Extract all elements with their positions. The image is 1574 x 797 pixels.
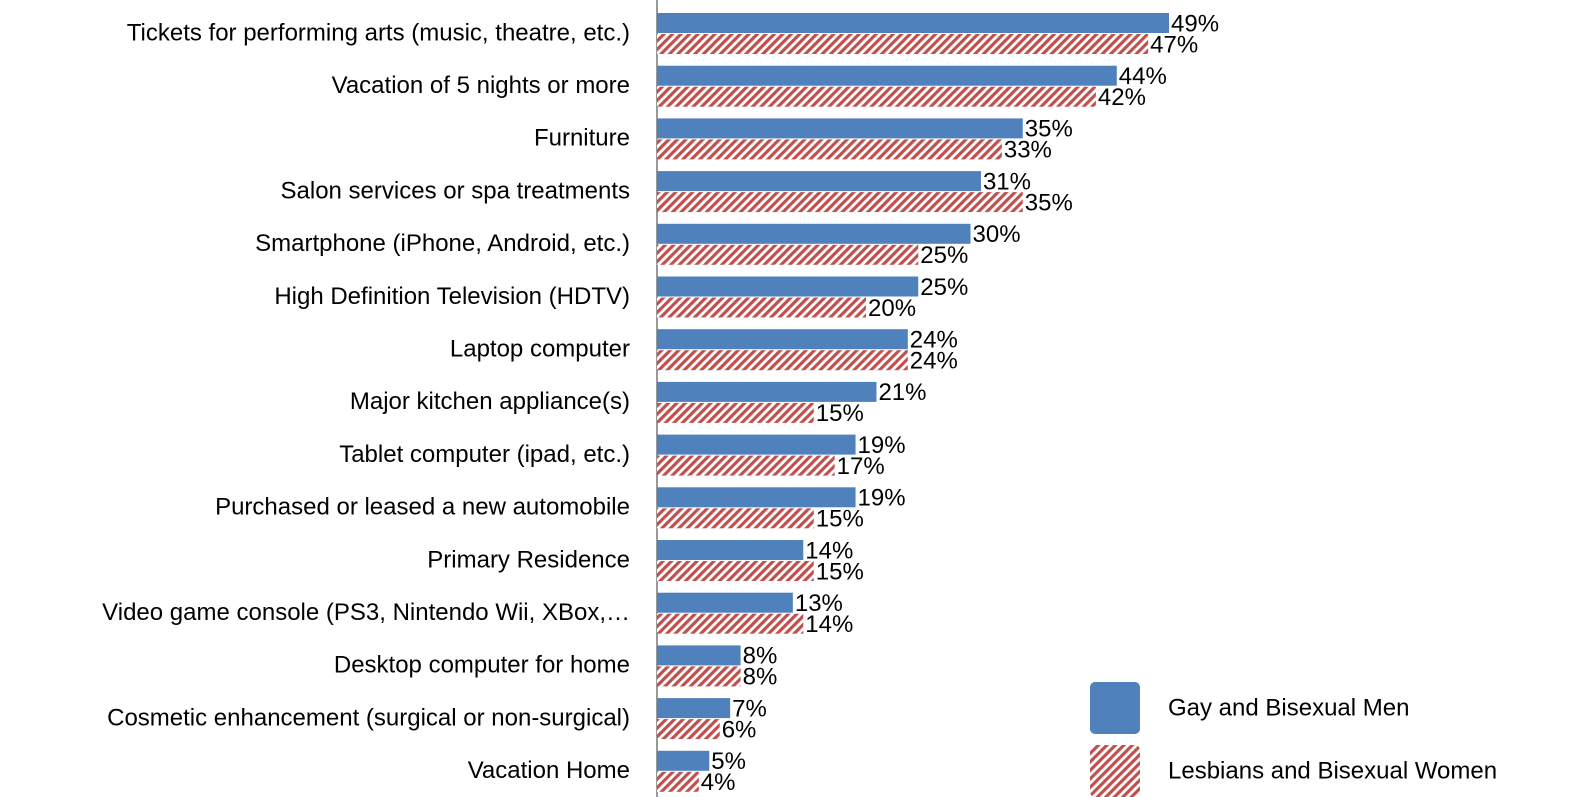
bar [657, 139, 1002, 160]
bar [657, 698, 731, 719]
category-label: Furniture [534, 125, 630, 152]
bar [657, 613, 804, 634]
value-label: 33% [1004, 137, 1052, 164]
bar [657, 434, 856, 455]
value-label: 4% [701, 769, 736, 796]
bar [657, 508, 814, 529]
category-label: Vacation Home [468, 757, 630, 784]
value-label: 21% [878, 379, 926, 406]
bar [657, 719, 720, 740]
bar [657, 13, 1170, 33]
bar [657, 592, 793, 613]
value-label: 19% [858, 432, 906, 459]
bar [657, 350, 908, 371]
category-label: High Definition Television (HDTV) [274, 283, 630, 310]
value-label: 15% [816, 558, 864, 585]
bar [657, 455, 835, 476]
bar [657, 223, 971, 244]
value-label: 5% [711, 748, 746, 775]
value-label: 14% [805, 611, 853, 638]
value-label: 49% [1171, 10, 1219, 37]
value-label: 24% [910, 348, 958, 375]
legend-swatch [1090, 745, 1140, 797]
value-label: 25% [920, 274, 968, 301]
bar [657, 402, 814, 423]
category-label: Purchased or leased a new automobile [215, 494, 630, 521]
bar [657, 276, 919, 297]
bar [657, 192, 1023, 213]
category-label: Laptop computer [450, 336, 630, 363]
value-label: 15% [816, 400, 864, 427]
value-label: 47% [1150, 31, 1198, 58]
bar [657, 86, 1096, 107]
value-label: 35% [1025, 116, 1073, 143]
value-label: 6% [722, 716, 757, 743]
bar [657, 561, 814, 581]
bar [657, 329, 908, 350]
value-label: 13% [795, 590, 843, 617]
value-label: 24% [910, 327, 958, 354]
value-label: 17% [837, 453, 885, 480]
bar [657, 118, 1023, 139]
legend-label: Gay and Bisexual Men [1168, 694, 1409, 721]
value-label: 8% [743, 643, 778, 670]
category-label: Cosmetic enhancement (surgical or non-su… [107, 704, 630, 731]
value-label: 8% [743, 664, 778, 691]
category-label: Desktop computer for home [334, 652, 630, 679]
value-label: 25% [920, 242, 968, 269]
value-label: 15% [816, 506, 864, 533]
category-label: Salon services or spa treatments [281, 177, 631, 204]
value-label: 35% [1025, 189, 1073, 216]
bar [657, 750, 710, 771]
bar [657, 297, 866, 318]
category-label: Tablet computer (ipad, etc.) [339, 441, 630, 468]
category-label: Primary Residence [427, 546, 630, 573]
bar [657, 666, 741, 687]
value-label: 31% [983, 168, 1031, 195]
bar [657, 487, 856, 508]
bar [657, 65, 1117, 86]
value-label: 30% [973, 221, 1021, 248]
category-label: Video game console (PS3, Nintendo Wii, X… [102, 599, 630, 626]
bar [657, 381, 877, 402]
category-label: Tickets for performing arts (music, thea… [127, 19, 630, 46]
value-label: 19% [858, 485, 906, 512]
category-label: Vacation of 5 nights or more [332, 72, 630, 99]
bar [657, 171, 981, 192]
value-label: 44% [1119, 63, 1167, 90]
category-label: Smartphone (iPhone, Android, etc.) [255, 230, 630, 257]
bar [657, 244, 919, 265]
value-label: 42% [1098, 84, 1146, 111]
legend-label: Lesbians and Bisexual Women [1168, 757, 1497, 784]
bar [657, 645, 741, 666]
bar [657, 771, 699, 792]
value-label: 7% [732, 695, 767, 722]
legend-swatch [1090, 682, 1140, 734]
value-label: 14% [805, 537, 853, 564]
category-label: Major kitchen appliance(s) [350, 388, 630, 415]
bar [657, 34, 1149, 54]
value-label: 20% [868, 295, 916, 322]
bar [657, 540, 804, 560]
